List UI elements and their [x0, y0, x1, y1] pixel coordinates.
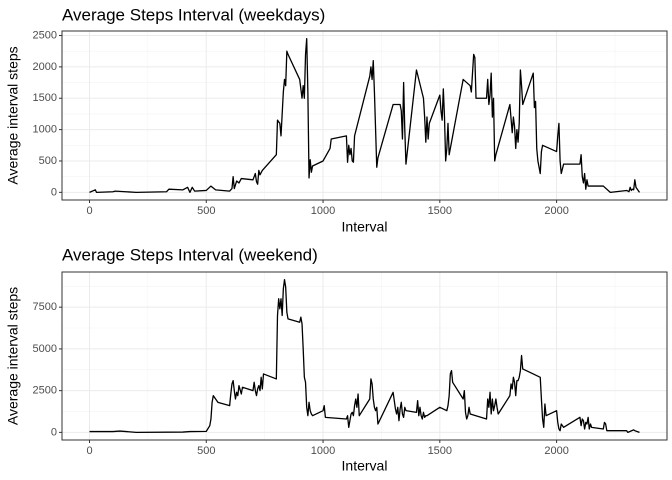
data-line — [89, 278, 640, 434]
x-tick-label: 1000 — [311, 205, 335, 217]
data-line — [89, 38, 641, 193]
chart-title: Average Steps Interval (weekend) — [62, 245, 318, 264]
y-tick-label: 500 — [39, 155, 57, 167]
x-tick-label: 0 — [86, 445, 92, 457]
x-tick-label: 1000 — [311, 445, 335, 457]
y-tick-label: 2000 — [33, 61, 57, 73]
x-tick-label: 0 — [86, 205, 92, 217]
chart-title: Average Steps Interval (weekdays) — [62, 5, 325, 24]
y-tick-label: 0 — [51, 426, 57, 438]
x-tick-label: 500 — [197, 445, 215, 457]
x-tick-label: 1500 — [428, 205, 452, 217]
x-tick-label: 1500 — [428, 445, 452, 457]
x-tick-label: 500 — [197, 205, 215, 217]
y-tick-label: 2500 — [33, 385, 57, 397]
y-tick-label: 2500 — [33, 29, 57, 41]
plot-background — [62, 31, 667, 200]
plot-border — [61, 271, 668, 441]
x-axis-title: Interval — [342, 219, 388, 235]
x-tick-label: 2000 — [544, 445, 568, 457]
y-tick-label: 7500 — [33, 301, 57, 313]
y-tick-label: 0 — [51, 186, 57, 198]
x-axis-title: Interval — [342, 458, 388, 474]
y-axis-title: Average interval steps — [5, 46, 21, 184]
y-tick-label: 5000 — [33, 343, 57, 355]
y-tick-label: 1500 — [33, 92, 57, 104]
y-tick-label: 1000 — [33, 124, 57, 136]
y-axis-title: Average interval steps — [5, 287, 21, 425]
x-tick-label: 2000 — [544, 205, 568, 217]
plot-background — [62, 272, 667, 440]
plot-border — [61, 30, 668, 201]
